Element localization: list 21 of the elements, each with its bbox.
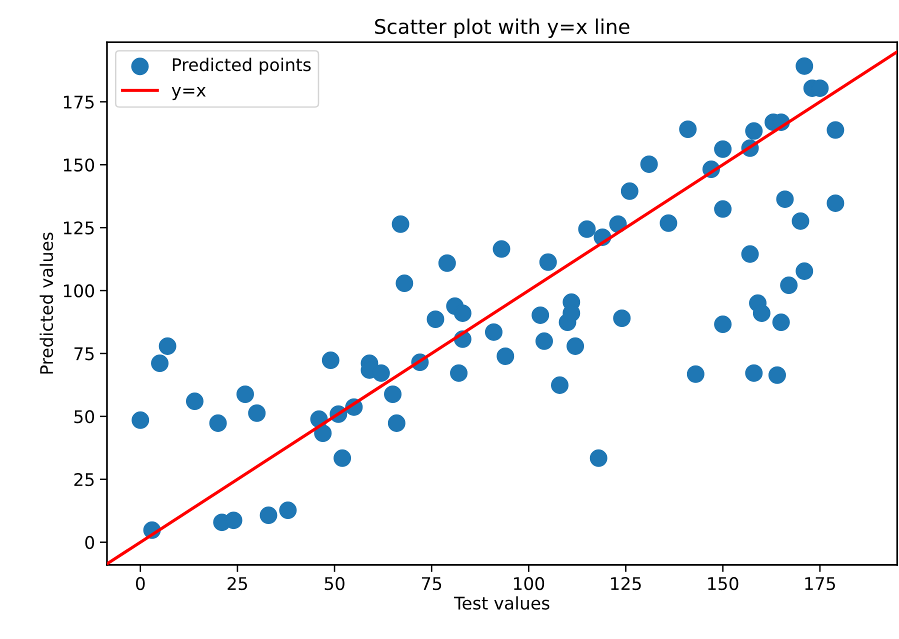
y-tick-label: 150 xyxy=(64,158,94,172)
chart-title: Scatter plot with y=x line xyxy=(375,18,630,38)
x-tick-label: 0 xyxy=(136,576,145,590)
y-tick-label: 25 xyxy=(74,473,94,486)
x-axis-title: Test values xyxy=(454,596,550,610)
y-tick-label: 75 xyxy=(74,347,94,360)
y-tick-label: 100 xyxy=(64,284,94,298)
x-tick-label: 75 xyxy=(422,577,442,590)
y-tick-label: 125 xyxy=(64,221,94,234)
x-tick-label: 125 xyxy=(611,576,641,590)
y-axis-title: Predicted values xyxy=(40,232,54,374)
y-tick-label: 50 xyxy=(74,410,94,424)
x-tick-label: 175 xyxy=(805,577,835,590)
x-tick-label: 150 xyxy=(708,576,738,590)
legend-label: Predicted points xyxy=(172,58,311,75)
y-tick-label: 175 xyxy=(64,96,94,109)
y-tick-label: 0 xyxy=(85,536,94,550)
x-tick-label: 50 xyxy=(324,576,344,590)
x-tick-label: 25 xyxy=(228,576,247,590)
x-tick-label: 100 xyxy=(514,576,544,590)
legend-label: y=x xyxy=(172,86,206,100)
